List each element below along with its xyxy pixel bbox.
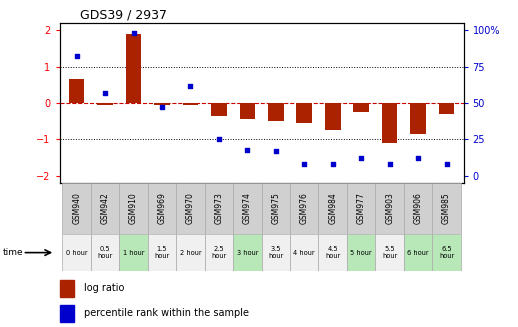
- Bar: [233, 183, 262, 234]
- Text: 2.5
hour: 2.5 hour: [211, 246, 226, 259]
- Point: [215, 137, 223, 142]
- Text: 0 hour: 0 hour: [66, 250, 88, 256]
- Text: percentile rank within the sample: percentile rank within the sample: [84, 308, 249, 318]
- Text: GSM969: GSM969: [157, 193, 166, 224]
- Point: [243, 147, 252, 152]
- Bar: [262, 183, 290, 234]
- Text: GSM976: GSM976: [300, 193, 309, 224]
- Point: [328, 162, 337, 167]
- Bar: [290, 183, 319, 234]
- Bar: [382, 103, 397, 143]
- Point: [442, 162, 451, 167]
- Text: GSM975: GSM975: [271, 193, 280, 224]
- Text: GSM910: GSM910: [129, 193, 138, 224]
- Text: GSM984: GSM984: [328, 193, 337, 224]
- Bar: [404, 234, 433, 271]
- Point: [158, 105, 166, 110]
- Bar: [91, 183, 119, 234]
- Text: 4.5
hour: 4.5 hour: [325, 246, 340, 259]
- Bar: [347, 183, 376, 234]
- Bar: [97, 103, 113, 105]
- Text: 1.5
hour: 1.5 hour: [154, 246, 169, 259]
- Bar: [325, 103, 340, 130]
- Text: 1 hour: 1 hour: [123, 250, 145, 256]
- Text: time: time: [3, 248, 23, 257]
- Bar: [211, 103, 227, 116]
- Text: 3 hour: 3 hour: [237, 250, 258, 256]
- Bar: [319, 234, 347, 271]
- Text: GSM977: GSM977: [357, 193, 366, 224]
- Text: 6.5
hour: 6.5 hour: [439, 246, 454, 259]
- Bar: [62, 234, 91, 271]
- Point: [385, 162, 394, 167]
- Bar: [205, 234, 233, 271]
- Bar: [433, 234, 461, 271]
- Text: GSM974: GSM974: [243, 193, 252, 224]
- Bar: [319, 183, 347, 234]
- Bar: [296, 103, 312, 123]
- Text: log ratio: log ratio: [84, 283, 124, 293]
- Bar: [205, 183, 233, 234]
- Bar: [233, 234, 262, 271]
- Point: [101, 90, 109, 95]
- Bar: [290, 234, 319, 271]
- Text: GSM985: GSM985: [442, 193, 451, 224]
- Bar: [347, 234, 376, 271]
- Bar: [154, 103, 170, 105]
- Bar: [183, 103, 198, 105]
- Text: GSM903: GSM903: [385, 193, 394, 224]
- Text: 0.5
hour: 0.5 hour: [97, 246, 113, 259]
- Bar: [62, 183, 91, 234]
- Text: GSM973: GSM973: [214, 193, 223, 224]
- Bar: [176, 183, 205, 234]
- Bar: [148, 234, 176, 271]
- Bar: [176, 234, 205, 271]
- Bar: [376, 234, 404, 271]
- Point: [186, 83, 195, 88]
- Bar: [119, 183, 148, 234]
- Bar: [69, 79, 84, 103]
- Text: GSM940: GSM940: [72, 193, 81, 224]
- Bar: [433, 183, 461, 234]
- Bar: [126, 34, 141, 103]
- Bar: [376, 183, 404, 234]
- Text: 2 hour: 2 hour: [180, 250, 202, 256]
- Point: [271, 148, 280, 154]
- Text: GDS39 / 2937: GDS39 / 2937: [80, 9, 167, 22]
- Bar: [404, 183, 433, 234]
- Text: GSM970: GSM970: [186, 193, 195, 224]
- Text: 5 hour: 5 hour: [350, 250, 372, 256]
- Bar: [91, 234, 119, 271]
- Point: [357, 156, 365, 161]
- Bar: [148, 183, 176, 234]
- Bar: [439, 103, 454, 114]
- Text: 3.5
hour: 3.5 hour: [268, 246, 283, 259]
- Point: [414, 156, 422, 161]
- Bar: [410, 103, 426, 134]
- Point: [130, 30, 138, 36]
- Point: [300, 162, 308, 167]
- Text: 4 hour: 4 hour: [294, 250, 315, 256]
- Bar: [262, 234, 290, 271]
- Bar: [268, 103, 284, 121]
- Text: GSM906: GSM906: [413, 193, 423, 224]
- Text: 5.5
hour: 5.5 hour: [382, 246, 397, 259]
- Text: GSM942: GSM942: [100, 193, 110, 224]
- Point: [73, 54, 81, 59]
- Bar: [239, 103, 255, 119]
- Bar: [60, 280, 74, 297]
- Bar: [119, 234, 148, 271]
- Bar: [353, 103, 369, 112]
- Bar: [60, 305, 74, 322]
- Text: 6 hour: 6 hour: [407, 250, 429, 256]
